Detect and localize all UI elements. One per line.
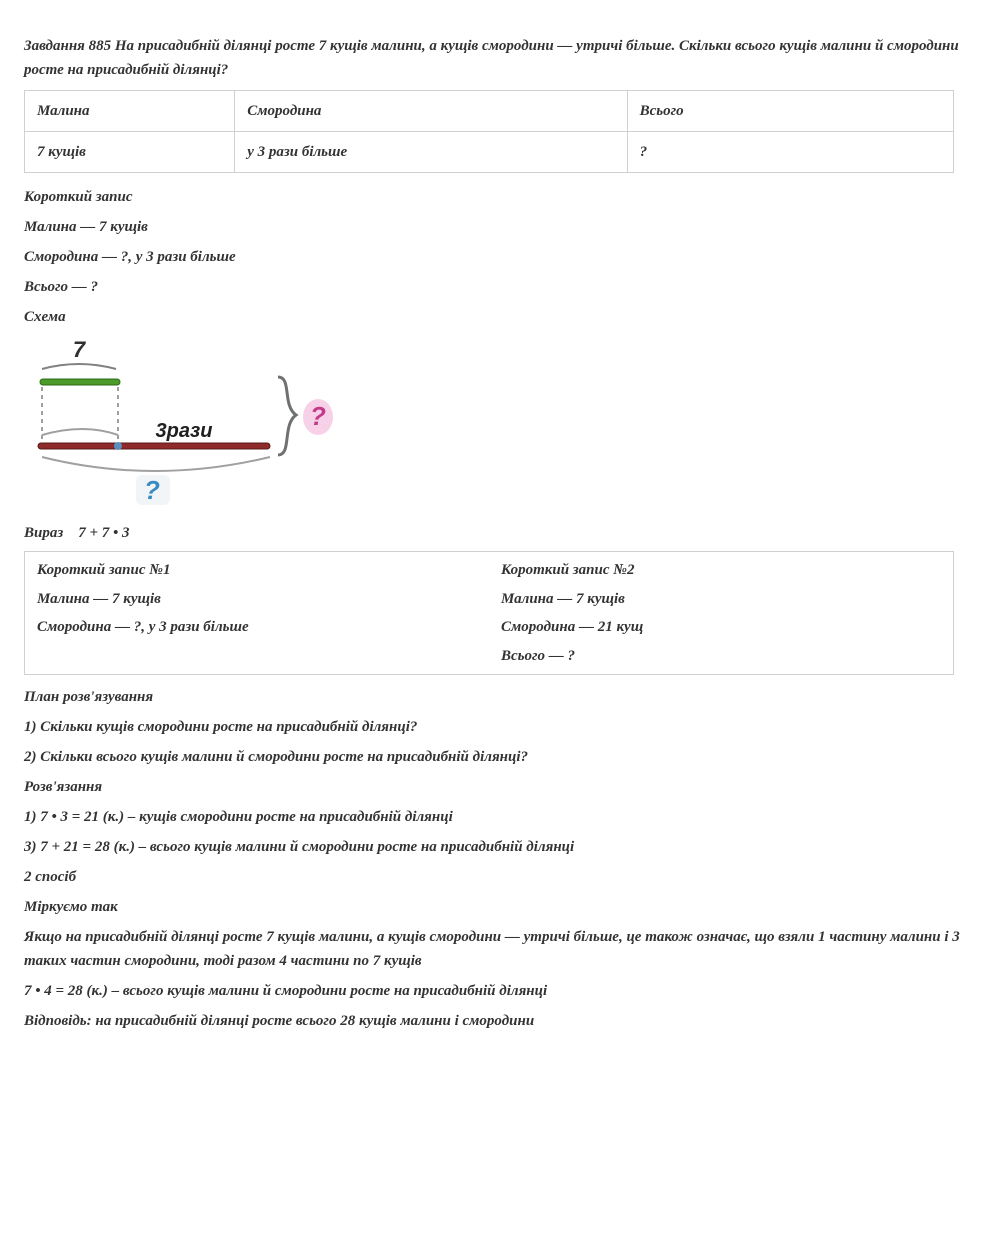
short-note-line: Смородина — ?, у 3 рази більше	[24, 245, 960, 269]
td-currant: у 3 рази більше	[235, 132, 627, 173]
notes-table: Короткий запис №1 Малина — 7 кущів Сморо…	[24, 551, 954, 675]
note2-line: Смородина — 21 кущ	[501, 613, 941, 642]
solution-heading: Розв'язання	[24, 775, 960, 799]
note2-line: Малина — 7 кущів	[501, 585, 941, 614]
plan-item: 1) Скільки кущів смородини росте на прис…	[24, 715, 960, 739]
method2-calc: 7 • 4 = 28 (к.) – всього кущів малини й …	[24, 979, 960, 1003]
td-raspberry: 7 кущів	[25, 132, 235, 173]
note1-line: Малина — 7 кущів	[37, 585, 477, 614]
short-note-heading: Короткий запис	[24, 185, 960, 209]
task-number: Завдання 885	[24, 38, 111, 54]
svg-text:3рази: 3рази	[156, 420, 213, 442]
svg-text:?: ?	[310, 401, 326, 431]
plan-item: 2) Скільки всього кущів малини й смороди…	[24, 745, 960, 769]
task-title: Завдання 885 На присадибній ділянці рост…	[24, 34, 960, 82]
expression-label: Вираз	[24, 525, 63, 541]
task-problem: На присадибній ділянці росте 7 кущів мал…	[24, 38, 959, 78]
expression-line: Вираз 7 + 7 • 3	[24, 521, 960, 545]
expression-value: 7 + 7 • 3	[78, 525, 129, 541]
short-note-line: Всього — ?	[24, 275, 960, 299]
note1-heading: Короткий запис №1	[37, 556, 477, 585]
schema-diagram: 7 3рази ? ?	[24, 335, 338, 515]
th-raspberry: Малина	[25, 91, 235, 132]
given-table: Малина Смородина Всього 7 кущів у 3 рази…	[24, 90, 954, 173]
note2-heading: Короткий запис №2	[501, 556, 941, 585]
short-note-line: Малина — 7 кущів	[24, 215, 960, 239]
solution-item: 3) 7 + 21 = 28 (к.) – всього кущів малин…	[24, 835, 960, 859]
note2-line: Всього — ?	[501, 642, 941, 671]
schema-heading: Схема	[24, 305, 960, 329]
method2-think: Міркуємо так	[24, 895, 960, 919]
th-total: Всього	[627, 91, 953, 132]
svg-text:7: 7	[73, 337, 87, 362]
method2-heading: 2 спосіб	[24, 865, 960, 889]
method2-body: Якщо на присадибній ділянці росте 7 кущі…	[24, 925, 960, 973]
td-total: ?	[627, 132, 953, 173]
svg-text:?: ?	[144, 475, 160, 505]
solution-item: 1) 7 • 3 = 21 (к.) – кущів смородини рос…	[24, 805, 960, 829]
plan-heading: План розв'язування	[24, 685, 960, 709]
th-currant: Смородина	[235, 91, 627, 132]
answer-line: Відповідь: на присадибній ділянці росте …	[24, 1009, 960, 1033]
note1-line: Смородина — ?, у 3 рази більше	[37, 613, 477, 642]
